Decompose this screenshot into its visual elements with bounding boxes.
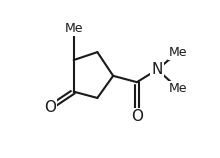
Text: O: O xyxy=(44,100,56,115)
Text: Me: Me xyxy=(169,82,187,95)
Text: Me: Me xyxy=(169,46,187,59)
Text: O: O xyxy=(131,109,143,124)
Text: Me: Me xyxy=(64,22,83,35)
Text: N: N xyxy=(152,62,163,77)
